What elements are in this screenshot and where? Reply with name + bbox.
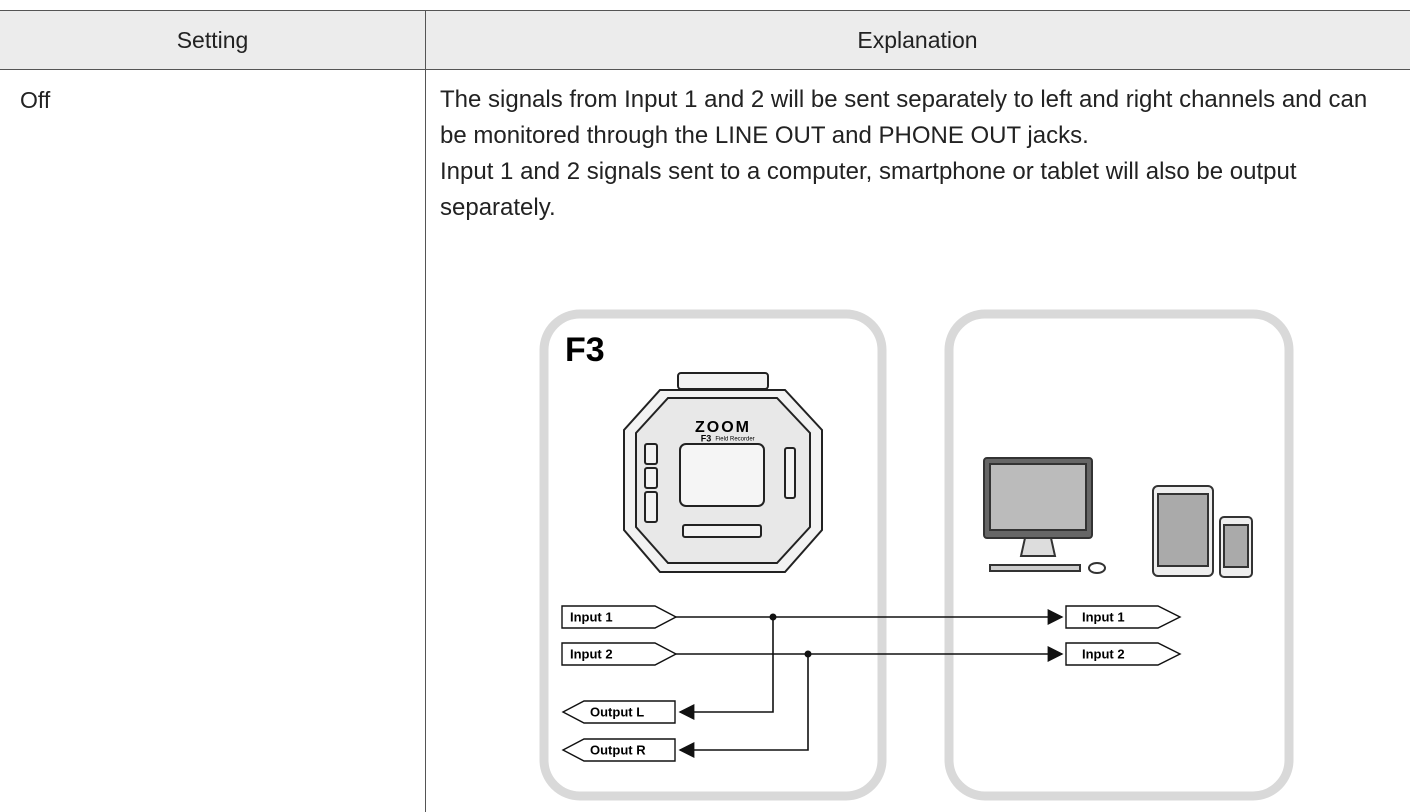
tag-label: Output R [590,742,646,757]
model-text: F3 [701,433,712,443]
tags [561,605,1182,762]
tag-label: Input 1 [1082,609,1125,624]
signal-lines [675,609,1064,758]
tag-label: Input 2 [570,646,613,661]
paragraph: Input 1 and 2 signals sent to a computer… [440,158,1297,221]
device-box [539,309,887,801]
column-divider [425,10,426,812]
header-cell: Setting [176,27,249,53]
explanation-cell: The signals from Input 1 and 2 will be s… [440,82,1400,226]
device-label: F3 [565,331,605,369]
table-header: Setting Explanation [0,10,1410,70]
paragraph: The signals from Input 1 and 2 will be s… [440,86,1368,149]
junction [804,650,812,658]
tag-label: Output L [590,704,644,719]
model-sub-text: Field Recorder [715,437,754,443]
recorder-icon [623,372,823,573]
computer-box [944,309,1294,801]
tag-label: Input 1 [570,609,613,624]
tag-label: Input 2 [1082,646,1125,661]
header-cell: Explanation [857,27,978,53]
junction [769,613,777,621]
setting-cell: Off [20,87,51,113]
brand-text: ZOOM [695,419,751,436]
computer-icon [983,457,1253,578]
